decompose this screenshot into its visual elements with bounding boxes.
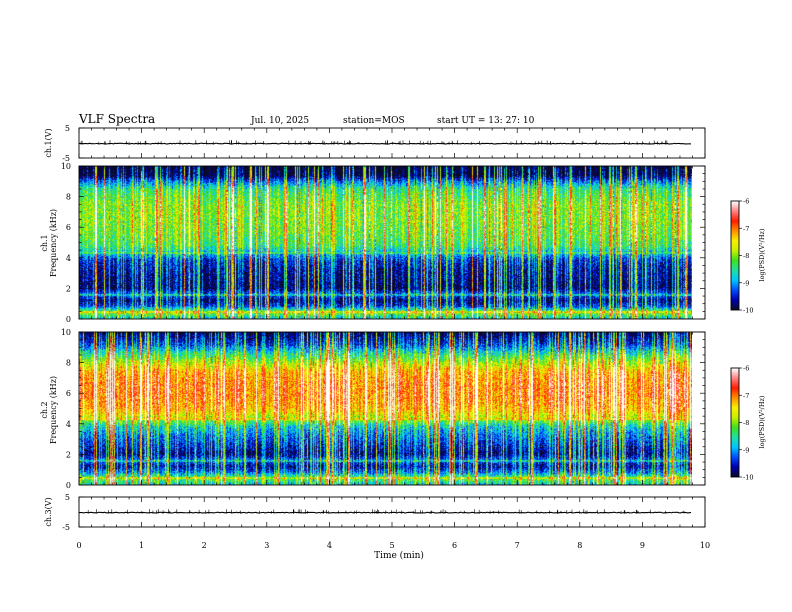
ch1-wave-ylabel: ch.1(V) [44,128,53,157]
ch1-spec-ylabel-channel: ch.1 [40,234,49,251]
ch2-colorbar-tick-label: -9 [743,446,749,454]
x-tick-label: 5 [389,541,394,550]
ch2-spec-ylabel-freq: Frequency (kHz) [49,376,58,444]
x-axis-tick-labels: 0 1 2 3 4 5 6 7 8 9 10 [76,541,710,550]
ch1-spec-ylabel-freq: Frequency (kHz) [49,209,58,277]
station-label: station=MOS [343,116,405,126]
ch1-colorbar-tick-label: -8 [743,252,749,260]
ch1-waveform-panel: 5 -5 ch.1(V) [44,124,706,163]
x-tick-label: 4 [327,541,332,550]
ch2-spec-ytick-label: 8 [66,359,71,368]
x-axis-title: Time (min) [374,550,424,561]
ch1-wave-line [78,142,692,145]
ch1-spec-ytick-label: 4 [66,254,71,263]
ch2-spec-ytick-label: 2 [66,450,71,459]
ch2-spectrogram-image [79,332,692,485]
ch1-spec-ytick-label: 6 [66,223,71,232]
x-tick-label: 8 [577,541,582,550]
x-tick-label: 2 [202,541,207,550]
ch2-spec-ytick-label: 0 [66,481,71,490]
x-tick-label: 9 [640,541,645,550]
ch1-colorbar-tick-label: -7 [743,225,749,233]
ch3-wave-ytick-bottom: -5 [62,523,70,532]
x-tick-label: 3 [264,541,269,550]
x-tick-label: 6 [452,541,457,550]
ch1-spec-ytick-label: 10 [61,162,71,171]
ch1-wave-ytick-bottom: -5 [62,154,70,163]
ch2-spec-ytick-label: 6 [66,389,71,398]
ch2-colorbar-tick-label: -7 [743,392,749,400]
x-tick-label: 1 [139,541,144,550]
ch2-spec-ytick-label: 10 [61,328,71,337]
ch1-spec-ytick-label: 0 [66,315,71,324]
ch2-colorbar-label: log(PSD)(V²/Hz) [758,395,766,448]
ch1-colorbar-label: log(PSD)(V²/Hz) [758,228,766,281]
ch2-spectrogram-panel: 0 2 4 6 8 10 ch.2 Frequency (kHz) -6 -7 -8 -9 -10… [40,328,766,490]
ch3-wave-line [78,511,692,514]
ch2-spec-ylabel-channel: ch.2 [40,401,49,418]
ch1-spec-ytick-label: 2 [66,284,71,293]
ch1-colorbar-tick-label: -10 [743,307,753,315]
x-tick-label: 0 [76,541,81,550]
ch2-colorbar-tick-label: -6 [743,365,749,373]
ch3-wave-ylabel: ch.3(V) [44,497,53,526]
ch3-waveform-trace [78,509,692,514]
x-tick-label: 7 [515,541,520,550]
ch3-wave-ytick-top: 5 [65,493,70,502]
date-label: Jul. 10, 2025 [250,116,309,126]
ch2-colorbar-tick-label: -8 [743,419,749,427]
start-time-label: start UT = 13: 27: 10 [437,116,535,126]
ch1-spec-ytick-label: 8 [66,193,71,202]
ch1-waveform-trace [78,140,692,145]
figure-title: VLF Spectra [78,112,155,126]
ch1-colorbar [731,201,739,310]
ch3-waveform-panel: 5 -5 ch.3(V) [44,493,706,532]
ch1-spectrogram-image [79,166,692,319]
ch1-colorbar-tick-label: -9 [743,279,749,287]
ch1-spectrogram-panel: 0 2 4 6 8 10 ch.1 Frequency (kHz) -6 -7 -8 -9 -10… [40,162,766,324]
ch2-spec-ytick-label: 4 [66,420,71,429]
ch1-wave-ytick-top: 5 [65,124,70,133]
ch2-colorbar [731,368,739,477]
ch1-colorbar-tick-label: -6 [743,198,749,206]
x-tick-label: 10 [700,541,710,550]
ch2-colorbar-tick-label: -10 [743,474,753,482]
